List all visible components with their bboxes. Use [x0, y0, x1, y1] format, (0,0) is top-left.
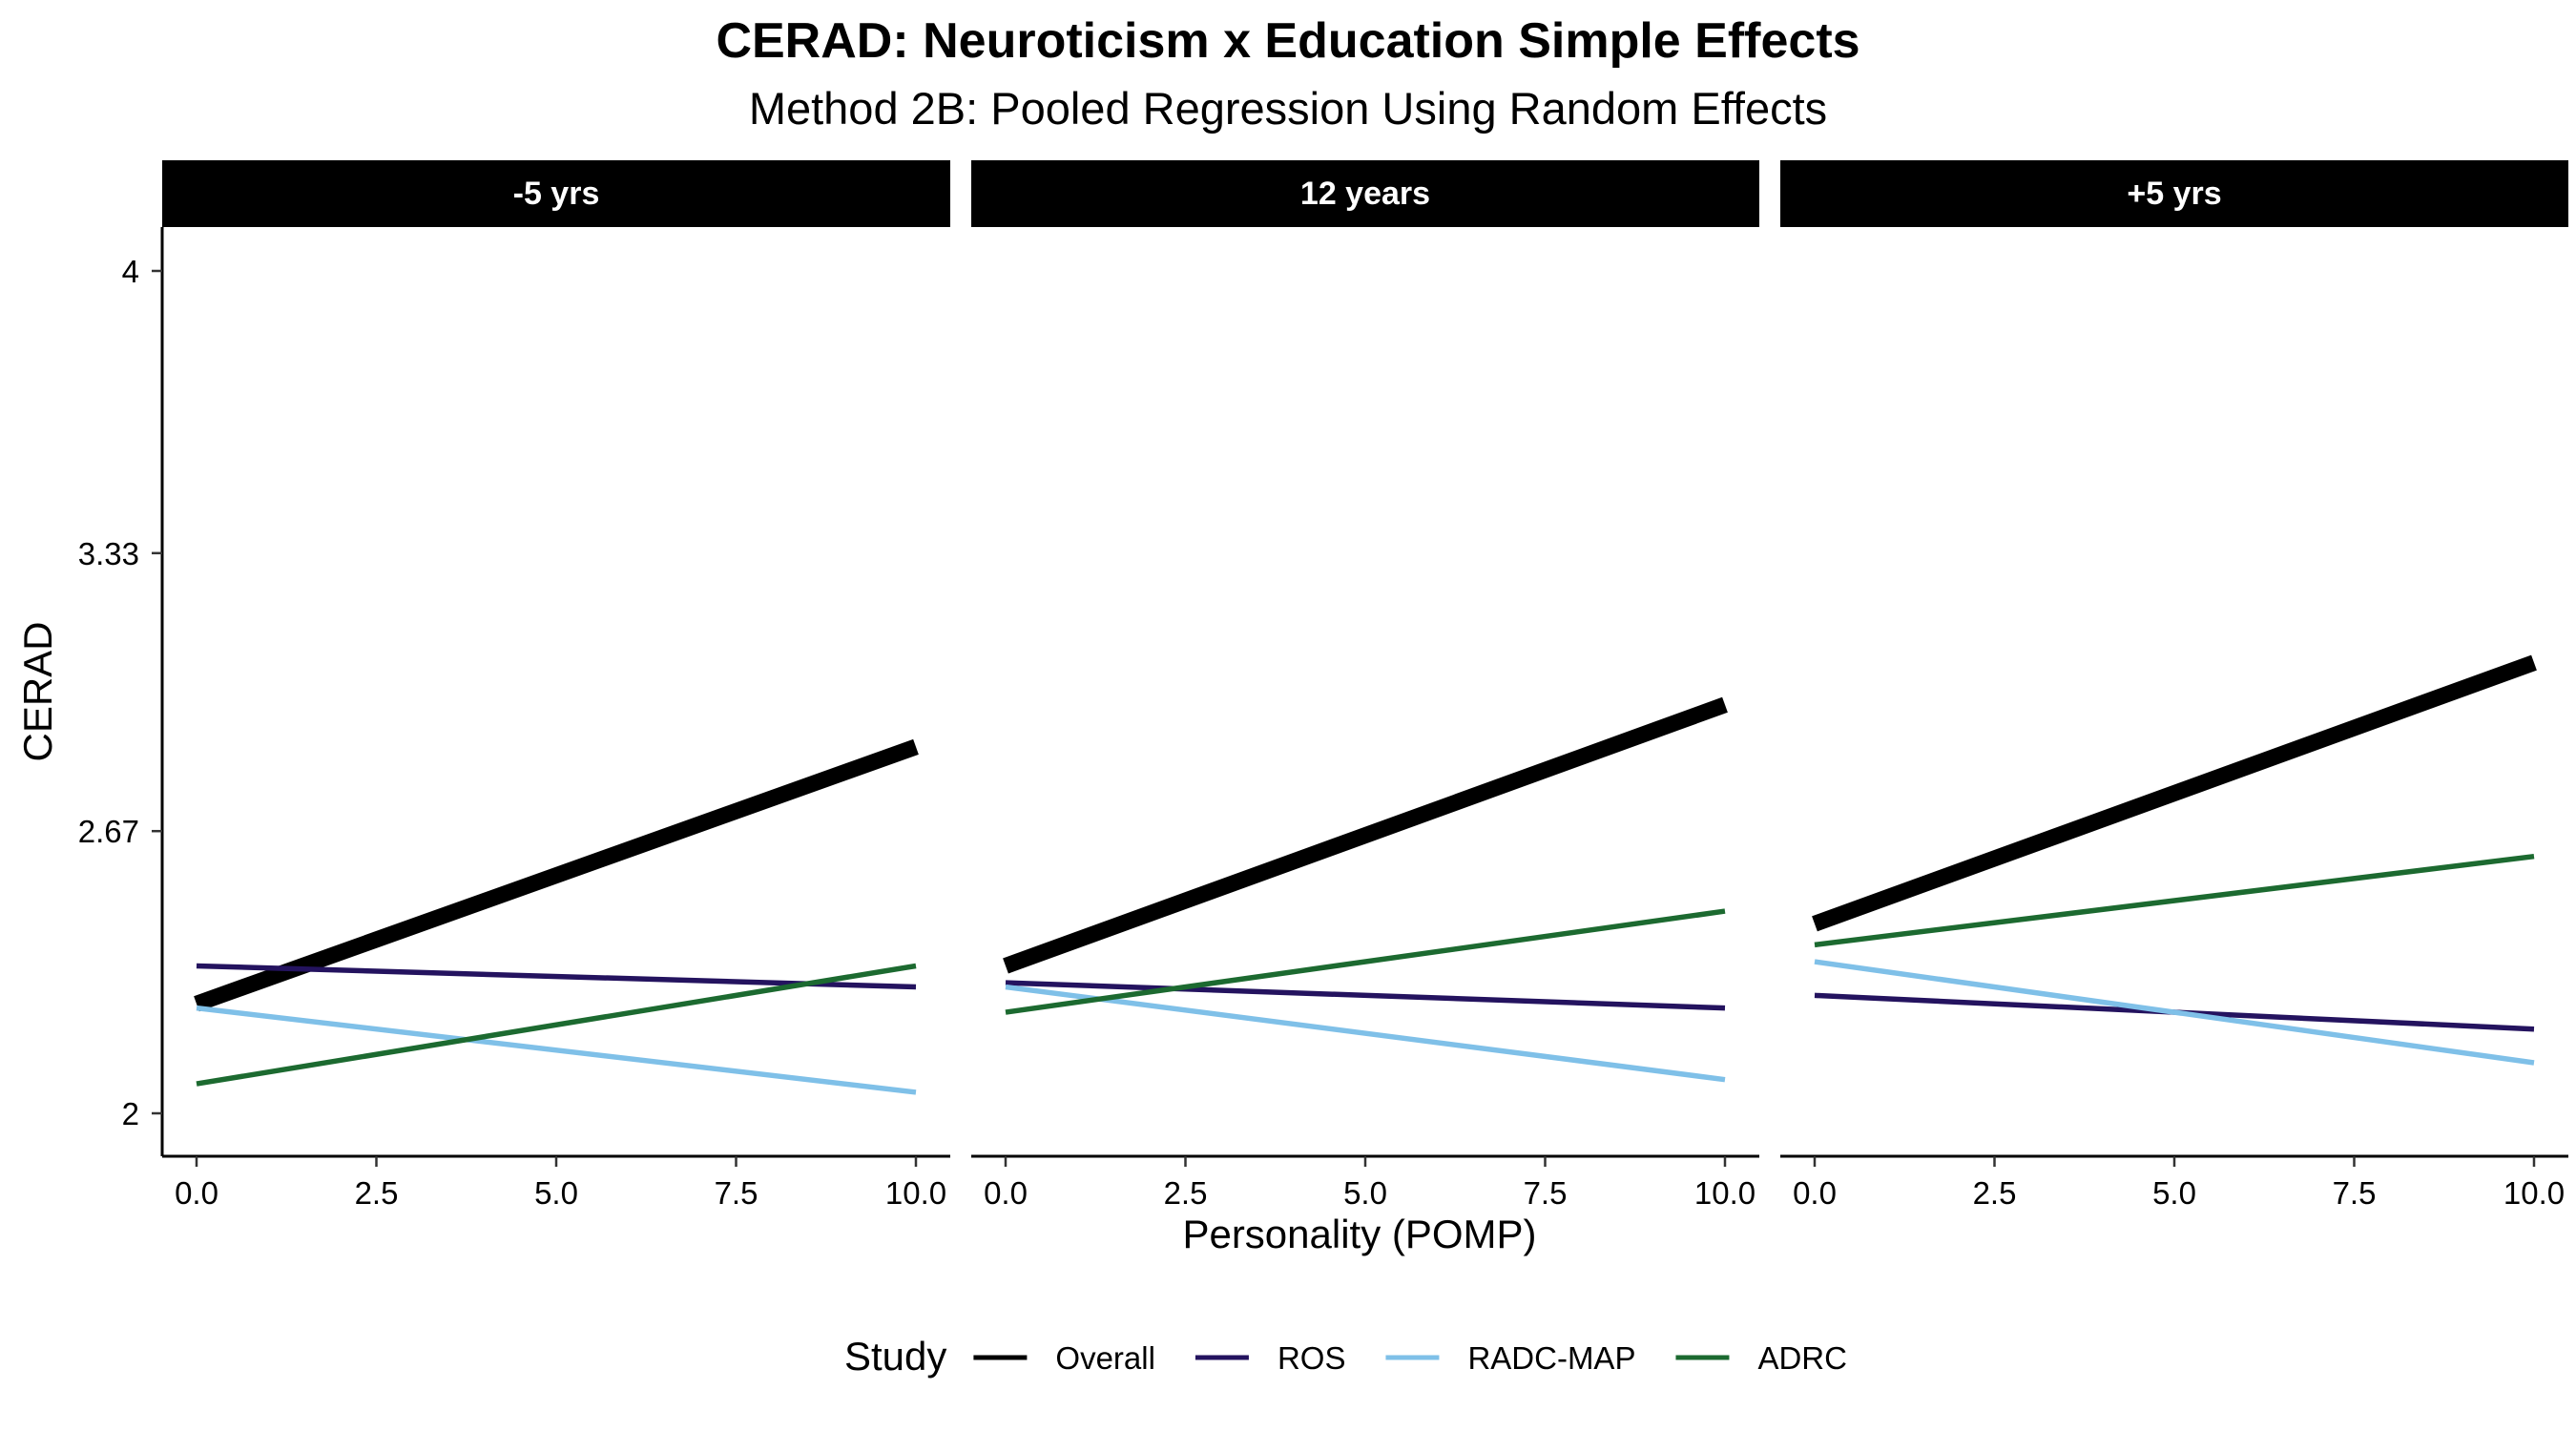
x-tick-label: 10.0: [885, 1175, 946, 1211]
series-line-ros: [1005, 980, 1726, 1011]
x-tick-label: 7.5: [715, 1175, 758, 1211]
x-tick-label: 2.5: [1164, 1175, 1208, 1211]
x-tick-label: 10.0: [2503, 1175, 2565, 1211]
y-tick-label: 2: [122, 1096, 139, 1131]
y-tick-label: 3.33: [78, 536, 139, 571]
y-tick-label: 4: [122, 254, 139, 289]
x-tick-label: 2.5: [355, 1175, 399, 1211]
series-line-radc-map: [1005, 984, 1726, 1083]
series-line-overall: [1812, 654, 2537, 932]
x-tick-label: 5.0: [1343, 1175, 1387, 1211]
x-tick-label: 5.0: [534, 1175, 578, 1211]
x-tick-label: 5.0: [2152, 1175, 2196, 1211]
facet-panel-5-yrs: +5 yrs 0.0 2.5 5.0 7.5 10.0: [1780, 160, 2568, 1211]
legend-item-adrc: ADRC: [1675, 1340, 1847, 1376]
facet-strip: [971, 160, 1759, 227]
legend-label-ros: ROS: [1278, 1340, 1346, 1376]
x-axis-title: Personality (POMP): [1182, 1212, 1536, 1256]
y-tick-label: 2.67: [78, 814, 139, 849]
x-tick-label: 7.5: [1524, 1175, 1568, 1211]
legend-label-radc-map: RADC-MAP: [1467, 1340, 1635, 1376]
facet-panels: -5 yrs 0.0 2.5 5.0 7.5 10.0 2 2.67 3.33 4 12 years…: [78, 160, 2568, 1211]
legend-title: Study: [844, 1334, 946, 1379]
series-line-adrc: [1814, 853, 2535, 948]
facet-strip-label: 12 years: [1300, 176, 1430, 212]
legend-item-radc-map: RADC-MAP: [1385, 1340, 1635, 1376]
series-line-overall: [194, 738, 919, 1012]
x-tick-label: 0.0: [1793, 1175, 1837, 1211]
x-tick-label: 10.0: [1694, 1175, 1755, 1211]
x-tick-label: 0.0: [175, 1175, 218, 1211]
facet-strip-label: -5 yrs: [513, 176, 600, 212]
facet-strip: [162, 160, 950, 227]
chart-title: CERAD: Neuroticism x Education Simple Ef…: [716, 13, 1859, 69]
series-line-adrc: [196, 963, 917, 1087]
legend-item-ros: ROS: [1195, 1340, 1346, 1376]
facet-panel-5-yrs: -5 yrs 0.0 2.5 5.0 7.5 10.0 2 2.67 3.33 4: [78, 160, 950, 1211]
y-axis-title: CERAD: [15, 621, 60, 761]
chart-subtitle: Method 2B: Pooled Regression Using Rando…: [749, 83, 1827, 134]
series-line-radc-map: [1814, 959, 2535, 1066]
facet-strip: [1780, 160, 2568, 227]
series-line-adrc: [1005, 908, 1726, 1015]
facet-strip-label: +5 yrs: [2127, 176, 2221, 212]
facet-panel-12-years: 12 years 0.0 2.5 5.0 7.5 10.0: [971, 160, 1759, 1211]
x-tick-label: 0.0: [984, 1175, 1028, 1211]
x-tick-label: 2.5: [1973, 1175, 2017, 1211]
series-line-overall: [1003, 696, 1728, 974]
x-tick-label: 7.5: [2333, 1175, 2377, 1211]
legend-label-overall: Overall: [1055, 1340, 1155, 1376]
legend-item-overall: Overall: [973, 1340, 1155, 1376]
legend-label-adrc: ADRC: [1757, 1340, 1847, 1376]
legend: Study Overall ROS RADC-MAP ADRC: [844, 1334, 1847, 1379]
series-line-radc-map: [196, 1005, 917, 1095]
